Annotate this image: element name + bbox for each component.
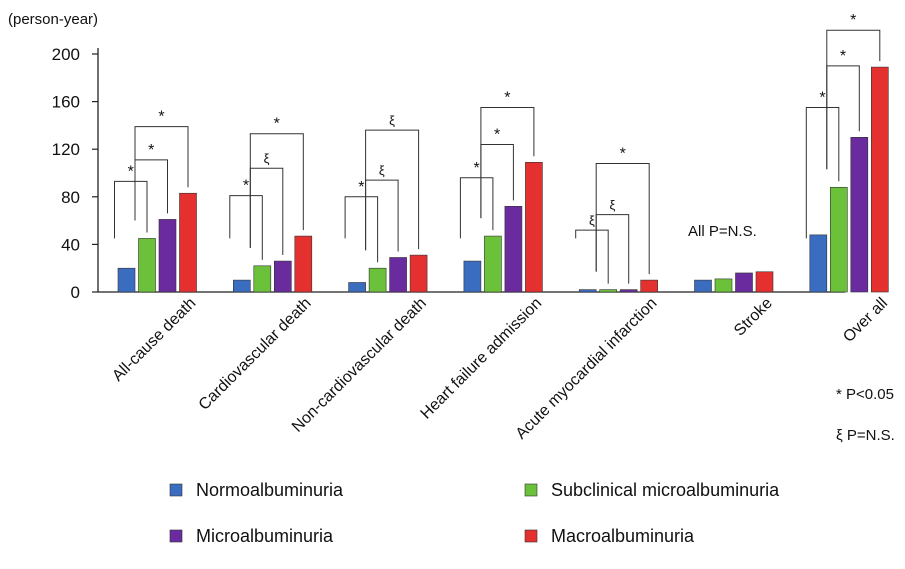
comparison-bracket (575, 229, 609, 284)
significance-symbol: ξ (589, 213, 595, 228)
bar (348, 282, 366, 293)
bar (525, 161, 543, 293)
bar (368, 267, 387, 293)
significance-symbol: ξ (389, 113, 395, 128)
bar (294, 235, 313, 293)
significance-symbol: ξ (264, 151, 270, 166)
comparison-bracket (344, 196, 379, 263)
significance-symbol: * (819, 90, 825, 107)
bar (870, 66, 889, 293)
significance-symbol: * (148, 142, 154, 159)
legend-swatch (524, 529, 538, 543)
bar (273, 260, 292, 293)
bar (233, 279, 251, 293)
x-tick-label: Heart failure admission (418, 295, 546, 423)
significance-symbol: * (504, 90, 510, 107)
comparison-bracket (249, 167, 284, 256)
comparison-bracket (134, 126, 189, 221)
axes: 0 40 80 120 160 200 (52, 45, 845, 302)
significance-symbol: * (840, 48, 846, 65)
y-tick-label: 80 (61, 188, 80, 207)
legend-label: Macroalbuminuria (551, 526, 695, 546)
bar (158, 219, 177, 293)
y-tick-label: 160 (52, 93, 80, 112)
bar (735, 272, 753, 293)
y-tick-label: 200 (52, 45, 80, 64)
bar (619, 289, 638, 293)
comparison-bracket (480, 107, 535, 219)
x-tick-label: Stroke (731, 295, 776, 340)
bar (409, 254, 428, 293)
comparison-bracket (249, 133, 304, 248)
comparison-bracket (459, 177, 494, 239)
legend-label: Normoalbuminuria (196, 480, 344, 500)
x-tick-label: Over all (840, 295, 891, 346)
bar (599, 289, 618, 293)
comparison-bracket (595, 162, 650, 275)
y-tick-label: 40 (61, 235, 80, 254)
sig-legend-label: * P<0.05 (836, 386, 894, 403)
ns-legend-label: ξ P=N.S. (836, 427, 895, 444)
significance-symbol: * (494, 126, 500, 143)
comparison-bracket (134, 159, 168, 221)
bar (179, 192, 197, 293)
legend-swatch (524, 483, 538, 497)
comparison-bracket (805, 107, 840, 239)
bar (640, 279, 659, 293)
bar (714, 278, 733, 293)
x-tick-label: Non-cardiovascular death (289, 295, 430, 436)
legend-label: Subclinical microalbuminuria (551, 480, 780, 500)
stroke-note: All P=N.S. (688, 223, 757, 240)
bar (117, 267, 136, 293)
bar (484, 235, 502, 293)
significance-symbol: * (274, 116, 280, 133)
legend-swatch (169, 529, 183, 543)
legend: Normoalbuminuria Subclinical microalbumin… (169, 480, 780, 546)
significance-symbol: * (358, 179, 364, 196)
comparison-bracket (365, 179, 399, 252)
bar (578, 289, 597, 293)
significance-symbol: * (158, 109, 164, 126)
comparison-bracket (826, 29, 881, 170)
bar (755, 271, 774, 293)
bar (463, 260, 482, 293)
bars (117, 66, 889, 293)
bar (850, 137, 869, 293)
bar (504, 206, 523, 293)
legend-swatch (169, 483, 183, 497)
significance-symbol: ξ (610, 198, 616, 213)
y-tick-label: 0 (71, 283, 80, 302)
significance-brackets: ****ξ**ξξ***ξξ**** (114, 12, 881, 284)
y-tick-label: 120 (52, 140, 80, 159)
significance-symbol: * (850, 12, 856, 29)
x-tick-label: All-cause death (109, 295, 199, 385)
y-axis-label: (person-year) (8, 11, 98, 28)
significance-symbol: * (128, 163, 134, 180)
comparison-bracket (365, 129, 420, 251)
significance-symbol: ξ (379, 163, 385, 178)
bar (138, 238, 156, 293)
x-tick-label: Cardiovascular death (196, 295, 315, 414)
significance-symbol: * (243, 178, 249, 195)
bar (694, 279, 712, 293)
comparison-bracket (595, 214, 630, 284)
bar (389, 257, 407, 293)
comparison-bracket (114, 180, 148, 239)
significance-symbol: * (474, 160, 480, 177)
bar (829, 186, 848, 293)
legend-label: Microalbuminuria (196, 526, 334, 546)
comparison-bracket (229, 195, 263, 260)
bar (809, 234, 828, 293)
significance-symbol: * (620, 145, 626, 162)
bar (253, 265, 272, 293)
